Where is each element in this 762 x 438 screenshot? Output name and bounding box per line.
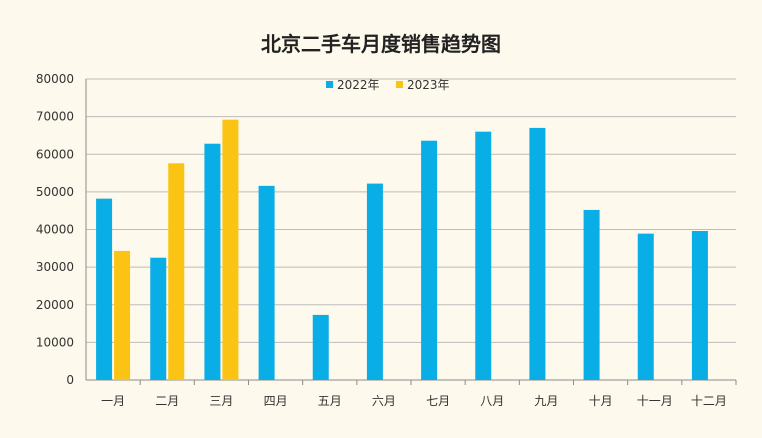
bar-2022年-二月 <box>150 257 167 380</box>
bar-2022年-三月 <box>204 143 221 380</box>
x-tick-label: 一月 <box>101 394 125 408</box>
bar-2023年-二月 <box>168 163 185 380</box>
bar-2022年-五月 <box>312 314 329 380</box>
x-tick-label: 二月 <box>155 394 179 408</box>
bar-2022年-十二月 <box>691 231 708 380</box>
x-tick-label: 三月 <box>209 394 233 408</box>
bar-2023年-三月 <box>222 119 239 380</box>
legend-swatch <box>326 81 333 88</box>
x-tick-label: 十月 <box>589 394 613 408</box>
x-tick-label: 八月 <box>480 394 504 408</box>
y-tick-label: 30000 <box>36 260 74 274</box>
y-tick-label: 20000 <box>36 298 74 312</box>
y-tick-label: 70000 <box>36 110 74 124</box>
x-tick-label: 六月 <box>372 394 396 408</box>
bar-2022年-四月 <box>258 185 275 380</box>
x-tick-label: 四月 <box>264 394 288 408</box>
legend-swatch <box>396 81 403 88</box>
x-tick-label: 十二月 <box>691 394 727 408</box>
bar-2022年-十月 <box>583 209 600 380</box>
bar-2022年-一月 <box>96 198 113 380</box>
y-tick-label: 10000 <box>36 335 74 349</box>
bar-2022年-七月 <box>421 140 438 380</box>
legend-label: 2022年 <box>337 78 380 92</box>
bar-2022年-九月 <box>529 127 546 380</box>
chart-title: 北京二手车月度销售趋势图 <box>261 32 501 56</box>
x-tick-label: 九月 <box>534 394 558 408</box>
y-tick-label: 40000 <box>36 223 74 237</box>
bar-2022年-六月 <box>366 183 383 380</box>
x-tick-label: 十一月 <box>637 394 673 408</box>
y-tick-label: 80000 <box>36 72 74 86</box>
bar-2023年-一月 <box>114 250 131 380</box>
y-tick-label: 60000 <box>36 147 74 161</box>
bar-2022年-八月 <box>475 131 492 380</box>
legend-label: 2023年 <box>407 78 450 92</box>
y-tick-label: 50000 <box>36 185 74 199</box>
x-tick-label: 五月 <box>318 394 342 408</box>
bar-2022年-十一月 <box>637 233 654 380</box>
y-tick-label: 0 <box>66 373 74 387</box>
x-tick-label: 七月 <box>426 394 450 408</box>
